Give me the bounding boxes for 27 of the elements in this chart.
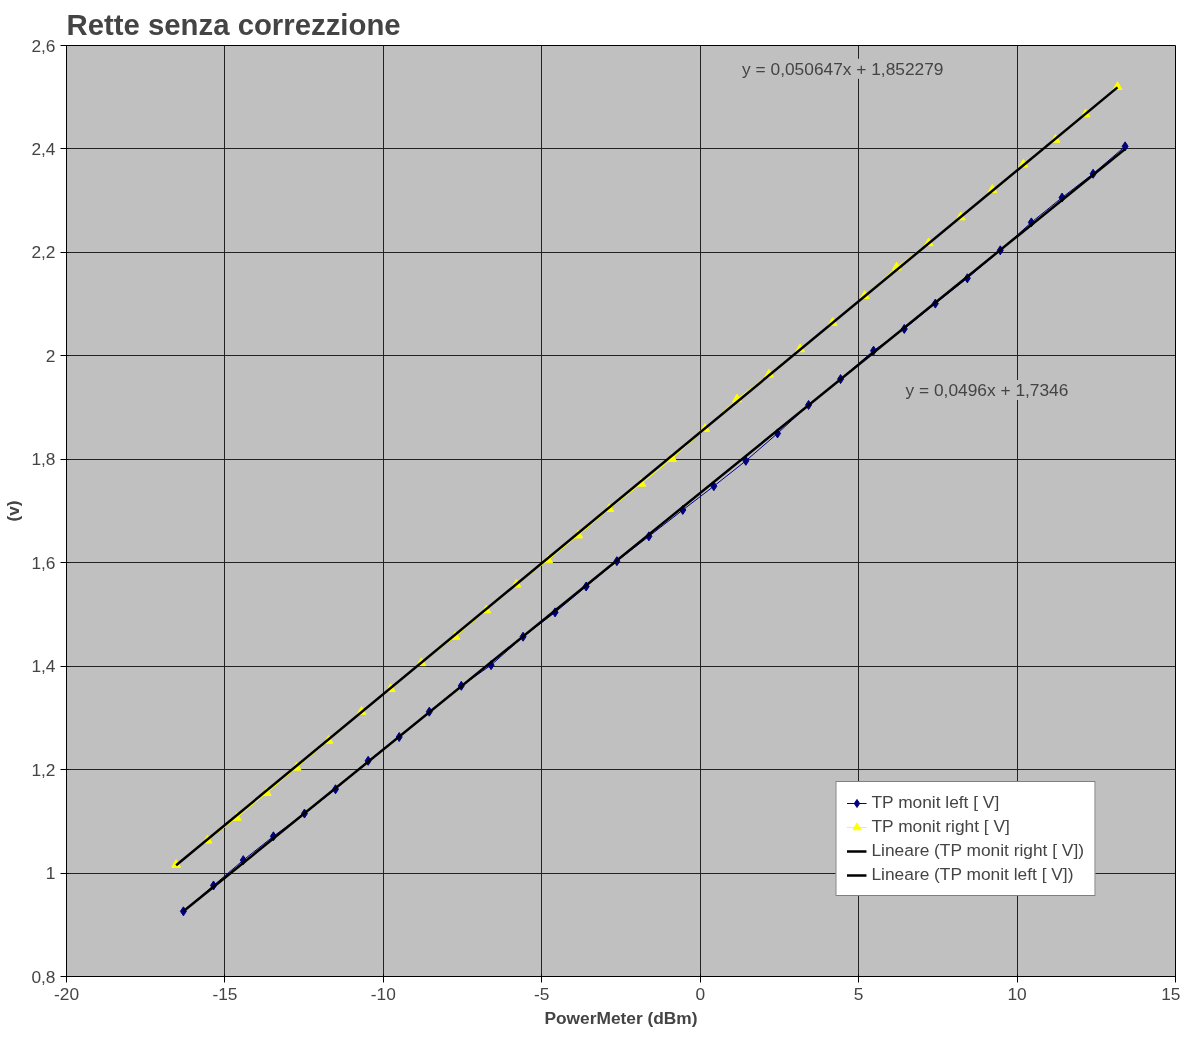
y-tick-label: 1: [45, 863, 56, 884]
x-axis-title: PowerMeter (dBm): [544, 1007, 698, 1028]
x-tick-label: -20: [53, 983, 80, 1004]
y-tick-label: 2,6: [31, 35, 56, 56]
x-tick-label: 0: [695, 983, 706, 1004]
y-tick-label: 2: [45, 345, 56, 366]
chart-title: Rette senza correzzione: [66, 7, 401, 41]
y-tick-label: 1,6: [31, 552, 56, 573]
y-tick-label: 0,8: [31, 966, 56, 987]
y-tick-label: 2,4: [31, 138, 56, 159]
y-tick-label: 1,8: [31, 449, 56, 470]
y-tick-label: 1,4: [31, 656, 56, 677]
annotation: y = 0,0496x + 1,7346: [905, 379, 1069, 400]
x-tick-label: -5: [534, 983, 550, 1004]
legend-label: Lineare (TP monit left [ V]): [871, 864, 1074, 885]
y-axis-title: (v): [3, 500, 24, 522]
x-tick-label: 5: [853, 983, 864, 1004]
x-tick-label: -15: [212, 983, 238, 1004]
x-tick-label: -10: [370, 983, 396, 1004]
x-tick-label: 10: [1007, 983, 1027, 1004]
legend-label: TP monit left [ V]: [871, 792, 1000, 813]
x-tick-label: 15: [1161, 983, 1181, 1004]
y-tick-label: 1,2: [31, 759, 56, 780]
annotation: y = 0,050647x + 1,852279: [742, 58, 944, 79]
y-tick-label: 2,2: [31, 242, 56, 263]
legend-label: TP monit right [ V]: [871, 816, 1010, 837]
legend-label: Lineare (TP monit right [ V]): [871, 840, 1084, 861]
